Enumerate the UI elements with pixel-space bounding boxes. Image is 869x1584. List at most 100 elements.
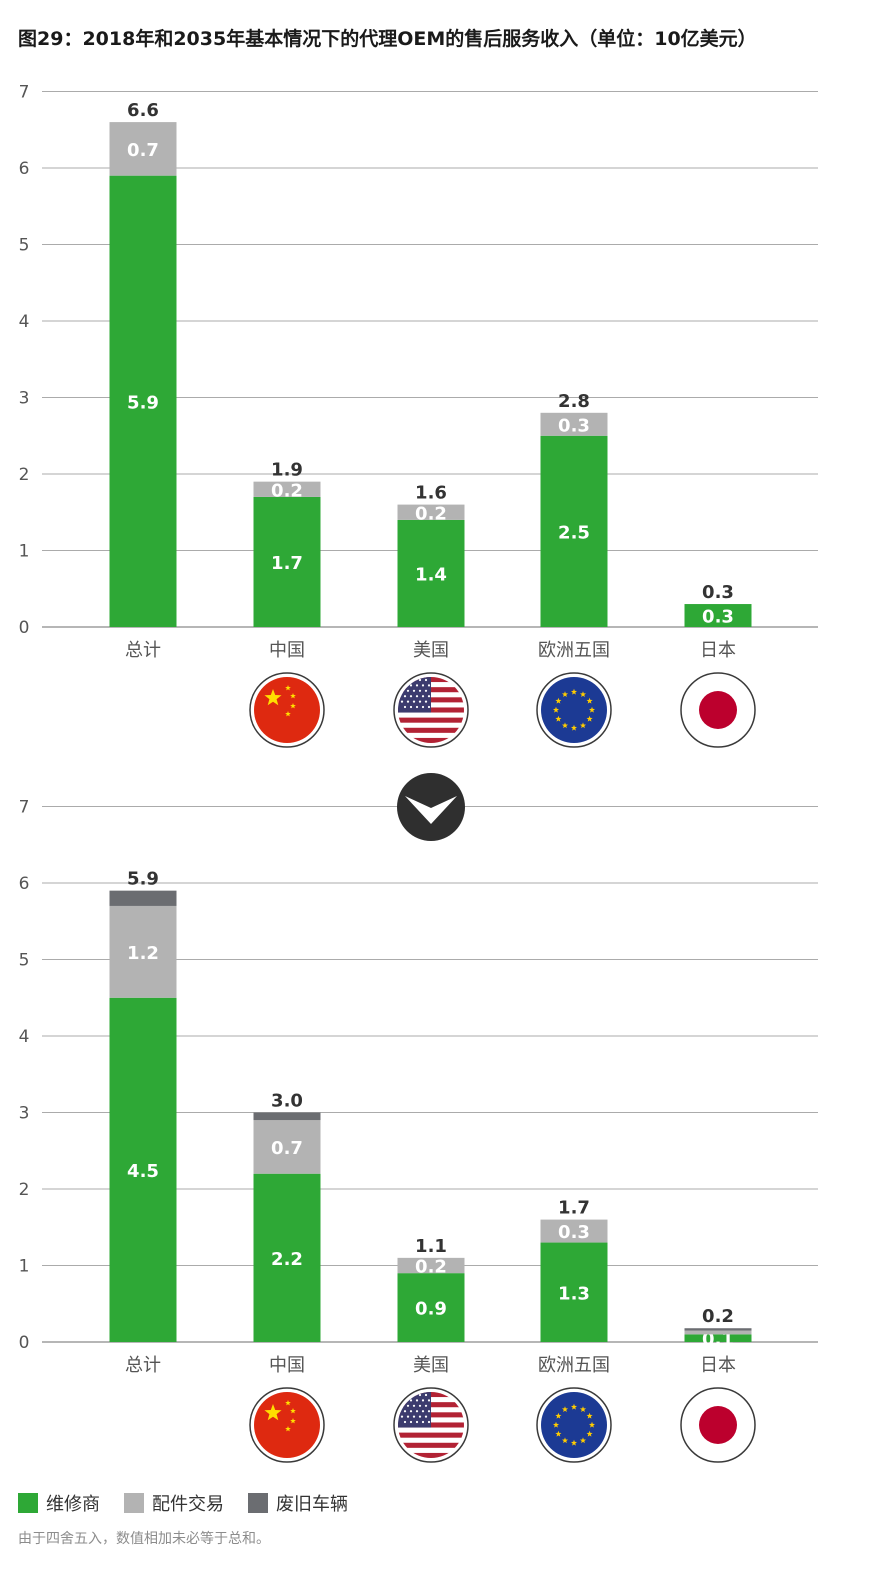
usa-flag-star	[427, 1399, 431, 1402]
data-label: 0.3	[558, 415, 590, 436]
bar-segment	[684, 604, 752, 627]
china-flag-small-star	[290, 1408, 296, 1414]
x-tick-label: 欧洲五国	[538, 1355, 610, 1376]
usa-flag-stripe	[398, 737, 464, 743]
x-tick-label: 美国	[413, 640, 449, 661]
eu-flag-star	[561, 1406, 569, 1412]
legend-item-repair: 维修商	[18, 1490, 100, 1516]
bar-segment	[397, 1273, 465, 1342]
china-flag-small-star	[290, 693, 296, 699]
total-label: 6.6	[127, 100, 159, 121]
data-label: 0.2	[415, 503, 447, 524]
y-tick-label: 5	[19, 236, 30, 256]
y-tick-label: 6	[19, 159, 30, 179]
eu-flag-icon	[536, 1387, 612, 1463]
japan-flag-sun	[699, 1406, 737, 1444]
bar-segment	[540, 412, 608, 436]
y-tick-label: 1	[19, 1257, 30, 1277]
usa-flag-star	[424, 1415, 428, 1418]
bar-segment	[253, 1112, 321, 1121]
china-flag-small-star	[285, 1426, 291, 1432]
china-flag-field	[254, 677, 320, 743]
usa-flag-star	[412, 689, 416, 692]
data-label: 2.2	[271, 1249, 303, 1270]
usa-flag-star	[424, 689, 428, 692]
china-flag-small-star	[290, 703, 296, 709]
usa-flag-star	[403, 705, 407, 709]
usa-flag-star	[412, 700, 416, 703]
usa-flag-star	[418, 1393, 422, 1397]
usa-flag-field	[398, 677, 464, 743]
usa-flag-star	[406, 1404, 410, 1407]
footnote: 由于四舍五入，数值相加未必等于总和。	[18, 1531, 270, 1547]
eu-flag-star	[570, 724, 578, 731]
total-label: 5.9	[127, 869, 159, 890]
data-label: 4.5	[127, 1161, 159, 1182]
usa-flag-star	[415, 705, 419, 709]
data-label: 5.9	[127, 392, 159, 413]
total-label: 3.0	[271, 1091, 303, 1112]
usa-flag-star	[421, 1420, 425, 1424]
usa-flag-star	[421, 684, 425, 687]
legend: 维修商 配件交易 废旧车辆	[18, 1490, 348, 1516]
eu-flag-star	[570, 688, 578, 695]
bar-segment	[253, 496, 321, 627]
usa-flag-star	[403, 1410, 407, 1413]
bar-segment	[397, 504, 465, 520]
bar-segment	[397, 1257, 465, 1274]
usa-flag-star	[427, 705, 431, 709]
usa-flag-star	[427, 1420, 431, 1424]
data-label: 1.2	[127, 943, 159, 964]
usa-flag-stripe	[398, 1442, 464, 1449]
usa-flag-star	[415, 684, 419, 687]
usa-flag-star	[421, 1410, 425, 1413]
usa-flag-stripe	[398, 1432, 464, 1438]
x-tick-label: 总计	[125, 1355, 161, 1376]
data-label: 0.3	[702, 607, 734, 628]
x-tick-label: 欧洲五国	[538, 640, 610, 661]
usa-flag-star	[427, 695, 431, 698]
usa-flag-star	[424, 1393, 428, 1397]
data-label: 1.3	[558, 1283, 590, 1304]
usa-flag-field	[398, 1392, 464, 1458]
bar-segment	[540, 1219, 608, 1243]
eu-flag-star	[588, 1421, 596, 1428]
usa-flag-star	[427, 1410, 431, 1413]
usa-flag-star	[421, 705, 425, 709]
total-label: 0.2	[702, 1306, 734, 1327]
data-label: 1.4	[415, 564, 447, 585]
y-tick-label: 4	[19, 312, 30, 332]
data-label: 0.1	[702, 1329, 734, 1350]
usa-flag-star	[406, 1415, 410, 1418]
usa-flag-star	[403, 1420, 407, 1424]
legend-swatch-parts	[124, 1493, 144, 1513]
usa-flag-stripe	[398, 712, 464, 718]
y-tick-label: 4	[19, 1027, 30, 1047]
total-label: 2.8	[558, 391, 590, 412]
usa-flag-star	[412, 1404, 416, 1407]
japan-flag-icon	[680, 1387, 756, 1463]
x-tick-label: 总计	[125, 640, 161, 661]
chevron-circle	[397, 773, 465, 841]
usa-flag-star	[409, 695, 413, 698]
bar-segment	[253, 1173, 321, 1342]
legend-item-scrap: 废旧车辆	[248, 1490, 348, 1516]
usa-flag-star	[409, 705, 413, 709]
usa-flag-stripe	[398, 1452, 464, 1458]
y-tick-label: 7	[19, 83, 30, 103]
chevron-arrow	[405, 796, 457, 824]
data-label: 0.3	[558, 1222, 590, 1243]
eu-flag-star	[586, 1430, 593, 1437]
legend-swatch-scrap	[248, 1493, 268, 1513]
china-flag-small-star	[285, 1400, 291, 1406]
bar-segment	[684, 1330, 752, 1335]
usa-flag-star	[418, 1404, 422, 1407]
legend-label-scrap: 废旧车辆	[276, 1494, 348, 1515]
bar-segment	[253, 481, 321, 497]
eu-flag-star	[586, 697, 593, 704]
usa-flag-star	[400, 1393, 404, 1397]
y-tick-label: 2	[19, 465, 30, 485]
y-tick-label: 5	[19, 951, 30, 971]
usa-flag-star	[400, 1415, 404, 1418]
usa-flag-star	[424, 1404, 428, 1407]
